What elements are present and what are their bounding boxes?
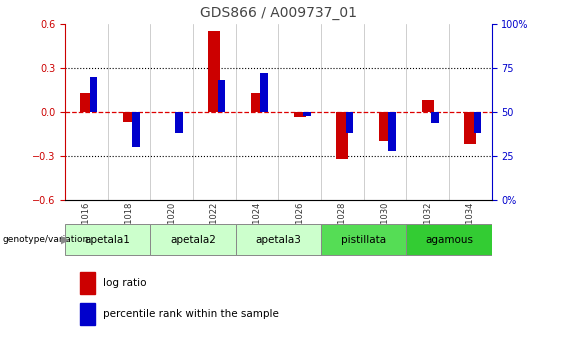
Bar	[80, 93, 92, 112]
Bar	[132, 112, 140, 147]
Bar	[251, 93, 263, 112]
Bar	[346, 112, 353, 133]
Bar	[80, 303, 95, 325]
Bar	[421, 100, 433, 112]
Text: apetala2: apetala2	[170, 235, 216, 245]
Title: GDS866 / A009737_01: GDS866 / A009737_01	[200, 6, 357, 20]
FancyBboxPatch shape	[321, 224, 406, 255]
Text: pistillata: pistillata	[341, 235, 386, 245]
Bar	[90, 77, 97, 112]
Text: apetala1: apetala1	[85, 235, 131, 245]
Bar	[379, 112, 391, 141]
Bar	[464, 112, 476, 144]
Text: percentile rank within the sample: percentile rank within the sample	[103, 309, 279, 319]
FancyBboxPatch shape	[65, 224, 150, 255]
Bar	[208, 31, 220, 112]
Text: agamous: agamous	[425, 235, 473, 245]
FancyBboxPatch shape	[236, 224, 321, 255]
Text: genotype/variation: genotype/variation	[3, 235, 89, 244]
Bar	[80, 272, 95, 294]
Text: apetala3: apetala3	[255, 235, 301, 245]
Bar	[473, 112, 481, 133]
Bar	[294, 112, 306, 117]
FancyBboxPatch shape	[150, 224, 236, 255]
Bar	[303, 112, 311, 116]
Bar	[218, 80, 225, 112]
Bar	[260, 73, 268, 112]
Bar	[388, 112, 396, 151]
Bar	[123, 112, 135, 122]
Bar	[336, 112, 348, 159]
Bar	[431, 112, 438, 123]
Text: log ratio: log ratio	[103, 278, 147, 288]
Bar	[175, 112, 182, 133]
FancyBboxPatch shape	[406, 224, 492, 255]
Text: ▶: ▶	[61, 235, 69, 245]
